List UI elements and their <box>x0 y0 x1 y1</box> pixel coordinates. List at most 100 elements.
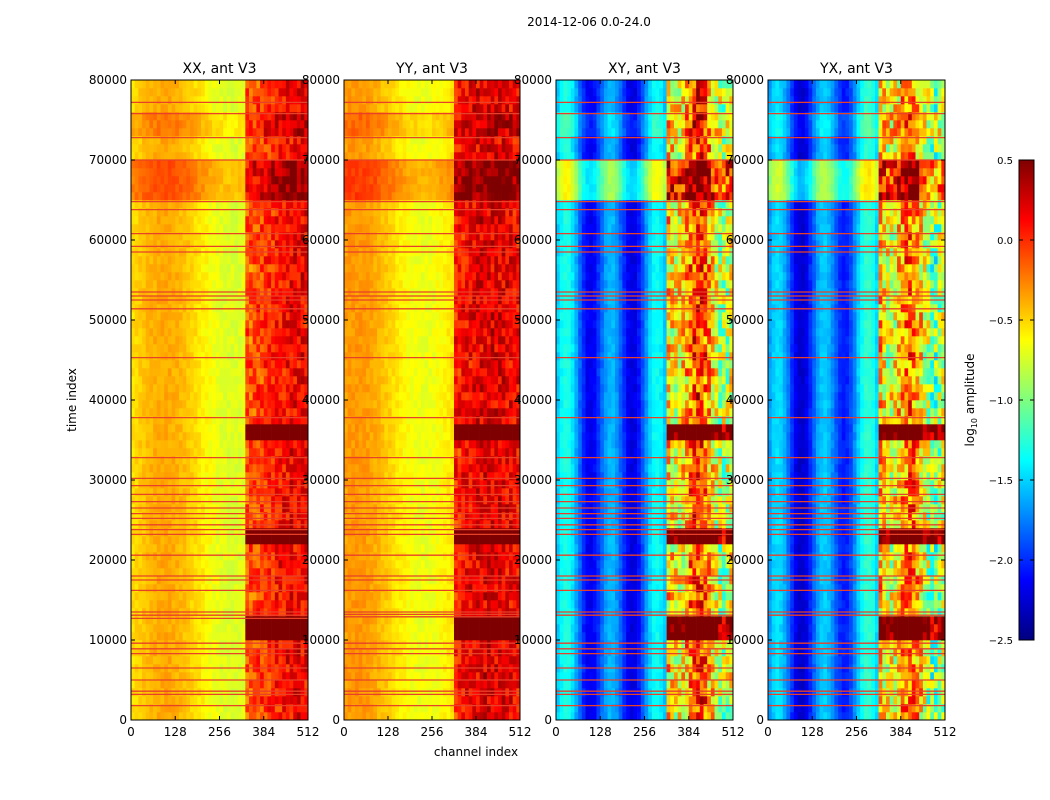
heatmap-cell <box>274 688 279 697</box>
heatmap-cell <box>296 672 301 681</box>
heatmap-cell <box>204 536 209 545</box>
heatmap-cell <box>278 392 283 401</box>
heatmap-cell <box>219 152 224 161</box>
heatmap-cell <box>219 648 224 657</box>
heatmap-cell <box>435 632 440 641</box>
heatmap-cell <box>186 672 191 681</box>
heatmap-cell <box>131 160 135 169</box>
heatmap-cell <box>171 424 176 433</box>
heatmap-cell <box>204 232 209 241</box>
heatmap-cell <box>450 640 455 649</box>
heatmap-cell <box>149 280 154 289</box>
heatmap-cell <box>413 552 418 561</box>
heatmap-cell <box>186 96 191 105</box>
heatmap-cell <box>355 584 359 593</box>
heatmap-cell <box>226 464 231 473</box>
heatmap-cell <box>505 704 510 713</box>
heatmap-cell <box>153 592 158 601</box>
heatmap-cell <box>178 584 183 593</box>
heatmap-cell <box>395 568 400 577</box>
heatmap-cell <box>278 704 283 713</box>
heatmap-cell <box>369 624 374 633</box>
heatmap-cell <box>241 640 246 649</box>
heatmap-cell <box>167 128 172 137</box>
heatmap-cell <box>190 456 194 465</box>
heatmap-cell <box>153 704 158 713</box>
heatmap-cell <box>138 352 143 361</box>
heatmap-cell <box>260 312 265 321</box>
heatmap-cell <box>182 136 187 145</box>
heatmap-cell <box>245 480 250 489</box>
heatmap-cell <box>190 216 194 225</box>
heatmap-cell <box>476 616 480 625</box>
heatmap-cell <box>234 192 239 201</box>
heatmap-cell <box>226 376 231 385</box>
heatmap-cell <box>186 368 191 377</box>
heatmap-cell <box>212 232 217 241</box>
heatmap-cell <box>215 408 220 417</box>
heatmap-cell <box>182 152 187 161</box>
heatmap-cell <box>171 512 176 521</box>
heatmap-cell <box>512 680 517 689</box>
heatmap-cell <box>131 360 135 369</box>
heatmap-cell <box>472 624 477 633</box>
heatmap-cell <box>358 704 363 713</box>
heatmap-cell <box>197 264 202 273</box>
heatmap-cell <box>204 704 209 713</box>
heatmap-cell <box>145 96 150 105</box>
heatmap-cell <box>274 136 279 145</box>
heatmap-cell <box>479 688 484 697</box>
heatmap-cell <box>285 536 290 545</box>
heatmap-cell <box>267 192 272 201</box>
heatmap-cell <box>432 704 436 713</box>
heatmap-cell <box>149 648 154 657</box>
heatmap-cell <box>380 656 385 665</box>
heatmap-cell <box>167 424 172 433</box>
heatmap-cell <box>226 184 231 193</box>
heatmap-cell <box>178 264 183 273</box>
heatmap-cell <box>237 488 242 497</box>
heatmap-cell <box>267 496 272 505</box>
heatmap-cell <box>223 80 228 89</box>
heatmap-cell <box>245 712 250 721</box>
heatmap-cell <box>215 624 220 633</box>
heatmap-cell <box>230 200 235 209</box>
heatmap-cell <box>223 568 228 577</box>
heatmap-cell <box>226 352 231 361</box>
heatmap-cell <box>160 448 165 457</box>
heatmap-cell <box>282 536 287 545</box>
heatmap-cell <box>142 680 147 689</box>
heatmap-cell <box>178 120 183 129</box>
heatmap-cell <box>182 232 187 241</box>
heatmap-cell <box>230 264 235 273</box>
heatmap-cell <box>260 328 265 337</box>
heatmap-cell <box>167 528 172 537</box>
heatmap-cell <box>285 240 290 249</box>
heatmap-cell <box>256 320 261 329</box>
heatmap-cell <box>289 152 294 161</box>
heatmap-cell <box>296 256 301 265</box>
heatmap-cell <box>498 648 502 657</box>
heatmap-cell <box>208 480 213 489</box>
heatmap-cell <box>410 600 414 609</box>
heatmap-cell <box>171 416 176 425</box>
heatmap-cell <box>245 312 250 321</box>
heatmap-cell <box>406 544 411 553</box>
heatmap-cell <box>223 320 228 329</box>
heatmap-cell <box>201 344 206 353</box>
heatmap-cell <box>296 384 301 393</box>
heatmap-cell <box>278 584 283 593</box>
heatmap-cell <box>167 568 172 577</box>
heatmap-cell <box>226 472 231 481</box>
heatmap-cell <box>131 208 135 217</box>
heatmap-cell <box>512 688 517 697</box>
heatmap-cell <box>223 416 228 425</box>
heatmap-cell <box>167 536 172 545</box>
heatmap-cell <box>134 648 139 657</box>
heatmap-cell <box>215 400 220 409</box>
heatmap-cell <box>237 160 242 169</box>
heatmap-cell <box>145 672 150 681</box>
heatmap-cell <box>230 280 235 289</box>
heatmap-cell <box>432 584 436 593</box>
heatmap-cell <box>479 624 484 633</box>
